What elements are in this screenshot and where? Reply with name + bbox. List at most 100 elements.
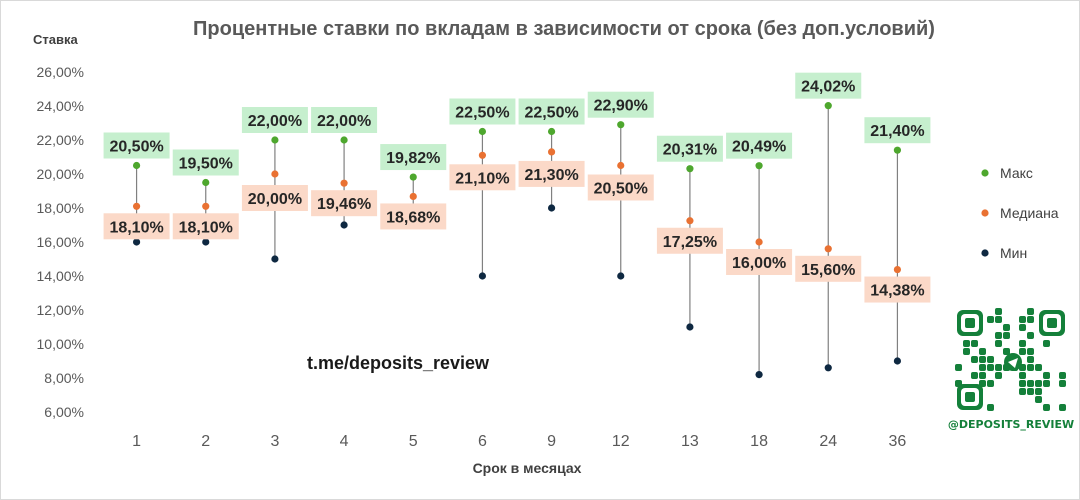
x-tick-label: 12	[612, 433, 630, 450]
median-data-label: 21,30%	[524, 167, 578, 184]
y-tick-label: 12,00%	[37, 302, 84, 318]
qr-module	[987, 380, 994, 387]
qr-module	[979, 356, 986, 363]
qr-module	[955, 364, 962, 371]
median-data-label-bg	[518, 160, 585, 187]
x-tick-label: 13	[681, 433, 699, 450]
point-median	[686, 217, 694, 225]
qr-module	[995, 316, 1002, 323]
y-tick-label: 20,00%	[37, 166, 84, 182]
qr-module	[995, 364, 1002, 371]
y-tick-label: 10,00%	[37, 336, 84, 352]
median-data-label-bg	[172, 213, 239, 240]
qr-module	[1035, 396, 1042, 403]
qr-code	[955, 308, 1067, 412]
qr-module	[1027, 364, 1034, 371]
qr-module	[1027, 316, 1034, 323]
legend-label: Медиана	[1000, 205, 1059, 221]
point-min	[547, 204, 556, 212]
qr-module	[1035, 380, 1042, 387]
median-data-label-bg	[656, 227, 723, 254]
qr-module	[1027, 348, 1034, 355]
qr-module	[971, 356, 978, 363]
qr-finder-core	[965, 318, 975, 328]
median-data-label: 16,00%	[732, 255, 786, 272]
qr-module	[1019, 372, 1026, 379]
watermark: t.me/deposits_review	[307, 353, 490, 373]
median-data-label: 18,68%	[386, 209, 440, 226]
qr-module	[963, 340, 970, 347]
y-tick-label: 6,00%	[44, 404, 84, 420]
point-median	[547, 148, 556, 156]
median-data-label: 18,10%	[179, 219, 233, 236]
point-median	[202, 202, 210, 210]
legend-label: Мин	[1000, 245, 1027, 261]
qr-module	[1027, 332, 1034, 339]
qr-module	[1027, 356, 1034, 363]
point-min	[893, 357, 902, 365]
max-data-label: 24,02%	[801, 79, 855, 96]
max-data-label: 20,49%	[732, 139, 786, 156]
point-median	[409, 192, 417, 201]
point-max	[755, 162, 763, 170]
point-max	[686, 165, 694, 173]
y-tick-label: 26,00%	[37, 64, 84, 80]
max-data-label-bg	[172, 149, 239, 176]
point-max	[132, 161, 141, 170]
y-tick-label: 8,00%	[44, 370, 84, 386]
point-min	[202, 238, 210, 246]
legend-marker	[981, 209, 989, 217]
qr-module	[955, 380, 962, 387]
qr-module	[979, 372, 986, 379]
y-tick-label: 14,00%	[37, 268, 84, 284]
point-max	[547, 127, 556, 136]
median-data-label-bg	[103, 213, 170, 240]
max-data-label-bg	[518, 98, 585, 125]
qr-module	[987, 316, 994, 323]
qr-module	[1003, 348, 1010, 355]
max-data-label-bg	[795, 72, 862, 99]
qr-module	[1003, 332, 1010, 339]
max-data-label-bg	[103, 132, 170, 159]
qr-module	[1027, 308, 1034, 315]
median-data-label: 20,00%	[248, 191, 302, 208]
point-median	[340, 179, 348, 187]
x-tick-label: 5	[409, 433, 418, 450]
max-data-label-bg	[449, 98, 516, 125]
qr-caption: @DEPOSITS_REVIEW	[947, 418, 1075, 431]
median-data-label: 17,25%	[663, 234, 717, 251]
max-data-label: 20,31%	[663, 142, 717, 159]
x-tick-label: 24	[819, 433, 837, 450]
qr-module	[1019, 380, 1026, 387]
qr-module	[979, 348, 986, 355]
point-max	[824, 102, 832, 110]
qr-module	[1003, 324, 1010, 331]
qr-code-graphic	[955, 308, 1067, 412]
point-max	[617, 121, 625, 129]
median-data-label: 20,50%	[594, 181, 648, 198]
x-tick-label: 36	[889, 433, 907, 450]
qr-module	[987, 364, 994, 371]
point-max	[409, 173, 417, 181]
median-data-label: 18,10%	[109, 219, 163, 236]
qr-module	[1019, 316, 1026, 323]
qr-finder-core	[1047, 318, 1057, 328]
median-data-label: 15,60%	[801, 262, 855, 279]
qr-module	[1019, 388, 1026, 395]
point-min	[686, 323, 694, 331]
point-min	[755, 371, 763, 379]
x-tick-label: 1	[132, 433, 141, 450]
max-data-label-bg	[726, 132, 793, 159]
median-data-label-bg	[726, 249, 793, 275]
qr-module	[1043, 340, 1050, 347]
median-data-label: 14,38%	[870, 283, 924, 300]
qr-module	[1035, 388, 1042, 395]
point-min	[478, 272, 487, 280]
qr-module	[1027, 388, 1034, 395]
point-max	[271, 136, 279, 144]
qr-module	[995, 308, 1002, 315]
point-min	[824, 364, 832, 372]
qr-module	[1043, 404, 1050, 411]
max-data-label: 22,00%	[317, 113, 371, 130]
qr-module	[979, 380, 986, 387]
